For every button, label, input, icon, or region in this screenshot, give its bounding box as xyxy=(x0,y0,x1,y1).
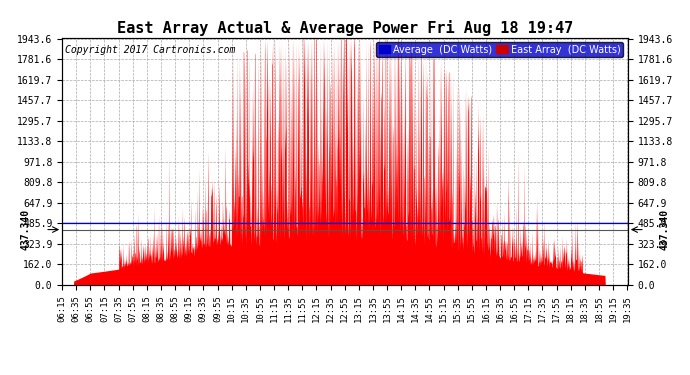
Title: East Array Actual & Average Power Fri Aug 18 19:47: East Array Actual & Average Power Fri Au… xyxy=(117,20,573,36)
Text: 437.340: 437.340 xyxy=(20,209,30,250)
Legend: Average  (DC Watts), East Array  (DC Watts): Average (DC Watts), East Array (DC Watts… xyxy=(376,42,623,57)
Text: Copyright 2017 Cartronics.com: Copyright 2017 Cartronics.com xyxy=(65,45,235,55)
Text: 437.340: 437.340 xyxy=(660,209,670,250)
